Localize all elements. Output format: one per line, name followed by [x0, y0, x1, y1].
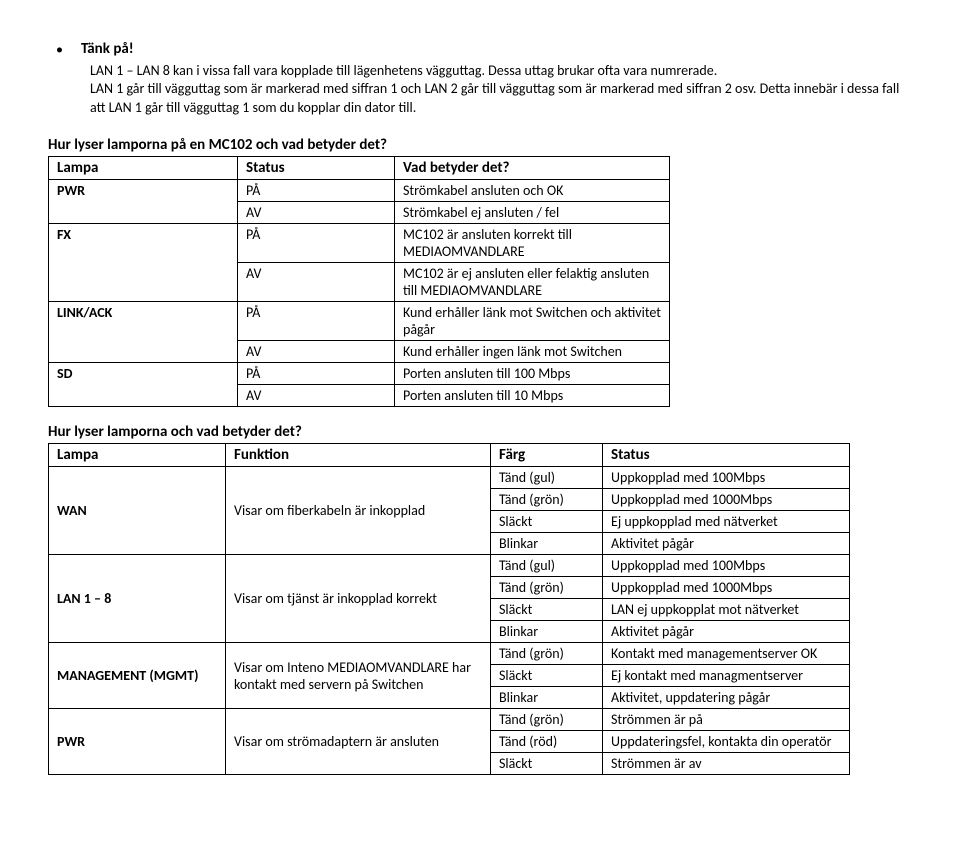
col-status: Status [603, 444, 850, 467]
header-title: Tänk på! [81, 40, 134, 58]
cell-vad: Strömkabel ansluten och OK [395, 180, 670, 202]
cell-funktion: Visar om Inteno MEDIAOMVANDLARE har kont… [226, 643, 491, 709]
cell-status: Aktivitet pågår [603, 621, 850, 643]
cell-funktion: Visar om fiberkabeln är inkopplad [226, 467, 491, 555]
cell-farg: Blinkar [491, 533, 603, 555]
table-mc102: Lampa Status Vad betyder det? PWR PÅ Str… [48, 156, 670, 407]
cell-farg: Tänd (gul) [491, 467, 603, 489]
cell-status: PÅ [238, 180, 395, 202]
cell-status: Uppkopplad med 1000Mbps [603, 489, 850, 511]
cell-status: Strömmen är av [603, 753, 850, 775]
cell-status: Ej kontakt med managmentserver [603, 665, 850, 687]
cell-status: Ej uppkopplad med nätverket [603, 511, 850, 533]
cell-farg: Tänd (grön) [491, 709, 603, 731]
cell-vad: Porten ansluten till 10 Mbps [395, 385, 670, 407]
cell-farg: Släckt [491, 665, 603, 687]
table1-heading: Hur lyser lamporna på en MC102 och vad b… [48, 136, 912, 154]
table-row: MANAGEMENT (MGMT) Visar om Inteno MEDIAO… [49, 643, 850, 665]
cell-status: Uppkopplad med 1000Mbps [603, 577, 850, 599]
cell-status: LAN ej uppkopplat mot nätverket [603, 599, 850, 621]
cell-status: Kontakt med managementserver OK [603, 643, 850, 665]
cell-farg: Tänd (grön) [491, 643, 603, 665]
cell-vad: MC102 är ansluten korrekt till MEDIAOMVA… [395, 224, 670, 263]
table2-heading: Hur lyser lamporna och vad betyder det? [48, 423, 912, 441]
cell-vad: Porten ansluten till 100 Mbps [395, 363, 670, 385]
table-lamps: Lampa Funktion Färg Status WAN Visar om … [48, 443, 850, 775]
cell-lampa: PWR [49, 709, 226, 775]
cell-farg: Tänd (grön) [491, 489, 603, 511]
cell-status: PÅ [238, 302, 395, 341]
cell-vad: MC102 är ej ansluten eller felaktig ansl… [395, 263, 670, 302]
cell-lampa: FX [49, 224, 238, 302]
cell-lampa: LAN 1 – 8 [49, 555, 226, 643]
cell-status: Aktivitet pågår [603, 533, 850, 555]
cell-status: Uppkopplad med 100Mbps [603, 467, 850, 489]
cell-lampa: WAN [49, 467, 226, 555]
col-funktion: Funktion [226, 444, 491, 467]
cell-status: PÅ [238, 224, 395, 263]
cell-lampa: LINK/ACK [49, 302, 238, 363]
table-row: PWR PÅ Strömkabel ansluten och OK [49, 180, 670, 202]
header-block: • Tänk på! [48, 40, 912, 60]
table-header-row: Lampa Funktion Färg Status [49, 444, 850, 467]
cell-vad: Kund erhåller länk mot Switchen och akti… [395, 302, 670, 341]
cell-farg: Släckt [491, 753, 603, 775]
cell-status: Uppkopplad med 100Mbps [603, 555, 850, 577]
col-vad: Vad betyder det? [395, 157, 670, 180]
table-row: PWR Visar om strömadaptern är ansluten T… [49, 709, 850, 731]
bullet-icon: • [56, 40, 63, 60]
col-farg: Färg [491, 444, 603, 467]
header-content: Tänk på! [81, 40, 134, 58]
col-lampa: Lampa [49, 444, 226, 467]
cell-farg: Tänd (röd) [491, 731, 603, 753]
cell-status: AV [238, 202, 395, 224]
cell-farg: Blinkar [491, 621, 603, 643]
cell-lampa: SD [49, 363, 238, 407]
cell-vad: Strömkabel ej ansluten / fel [395, 202, 670, 224]
table-row: LAN 1 – 8 Visar om tjänst är inkopplad k… [49, 555, 850, 577]
cell-status: AV [238, 263, 395, 302]
cell-status: Aktivitet, uppdatering pågår [603, 687, 850, 709]
cell-vad: Kund erhåller ingen länk mot Switchen [395, 341, 670, 363]
cell-farg: Släckt [491, 511, 603, 533]
table-row: FX PÅ MC102 är ansluten korrekt till MED… [49, 224, 670, 263]
table-row: SD PÅ Porten ansluten till 100 Mbps [49, 363, 670, 385]
table-row: WAN Visar om fiberkabeln är inkopplad Tä… [49, 467, 850, 489]
cell-status: Uppdateringsfel, kontakta din operatör [603, 731, 850, 753]
table-row: LINK/ACK PÅ Kund erhåller länk mot Switc… [49, 302, 670, 341]
cell-status: Strömmen är på [603, 709, 850, 731]
table-header-row: Lampa Status Vad betyder det? [49, 157, 670, 180]
cell-status: AV [238, 385, 395, 407]
cell-farg: Tänd (grön) [491, 577, 603, 599]
cell-status: PÅ [238, 363, 395, 385]
cell-funktion: Visar om strömadaptern är ansluten [226, 709, 491, 775]
cell-status: AV [238, 341, 395, 363]
cell-farg: Blinkar [491, 687, 603, 709]
cell-funktion: Visar om tjänst är inkopplad korrekt [226, 555, 491, 643]
cell-farg: Släckt [491, 599, 603, 621]
cell-farg: Tänd (gul) [491, 555, 603, 577]
cell-lampa: PWR [49, 180, 238, 224]
col-lampa: Lampa [49, 157, 238, 180]
intro-paragraph: LAN 1 – LAN 8 kan i vissa fall vara kopp… [90, 62, 912, 119]
cell-lampa: MANAGEMENT (MGMT) [49, 643, 226, 709]
col-status: Status [238, 157, 395, 180]
